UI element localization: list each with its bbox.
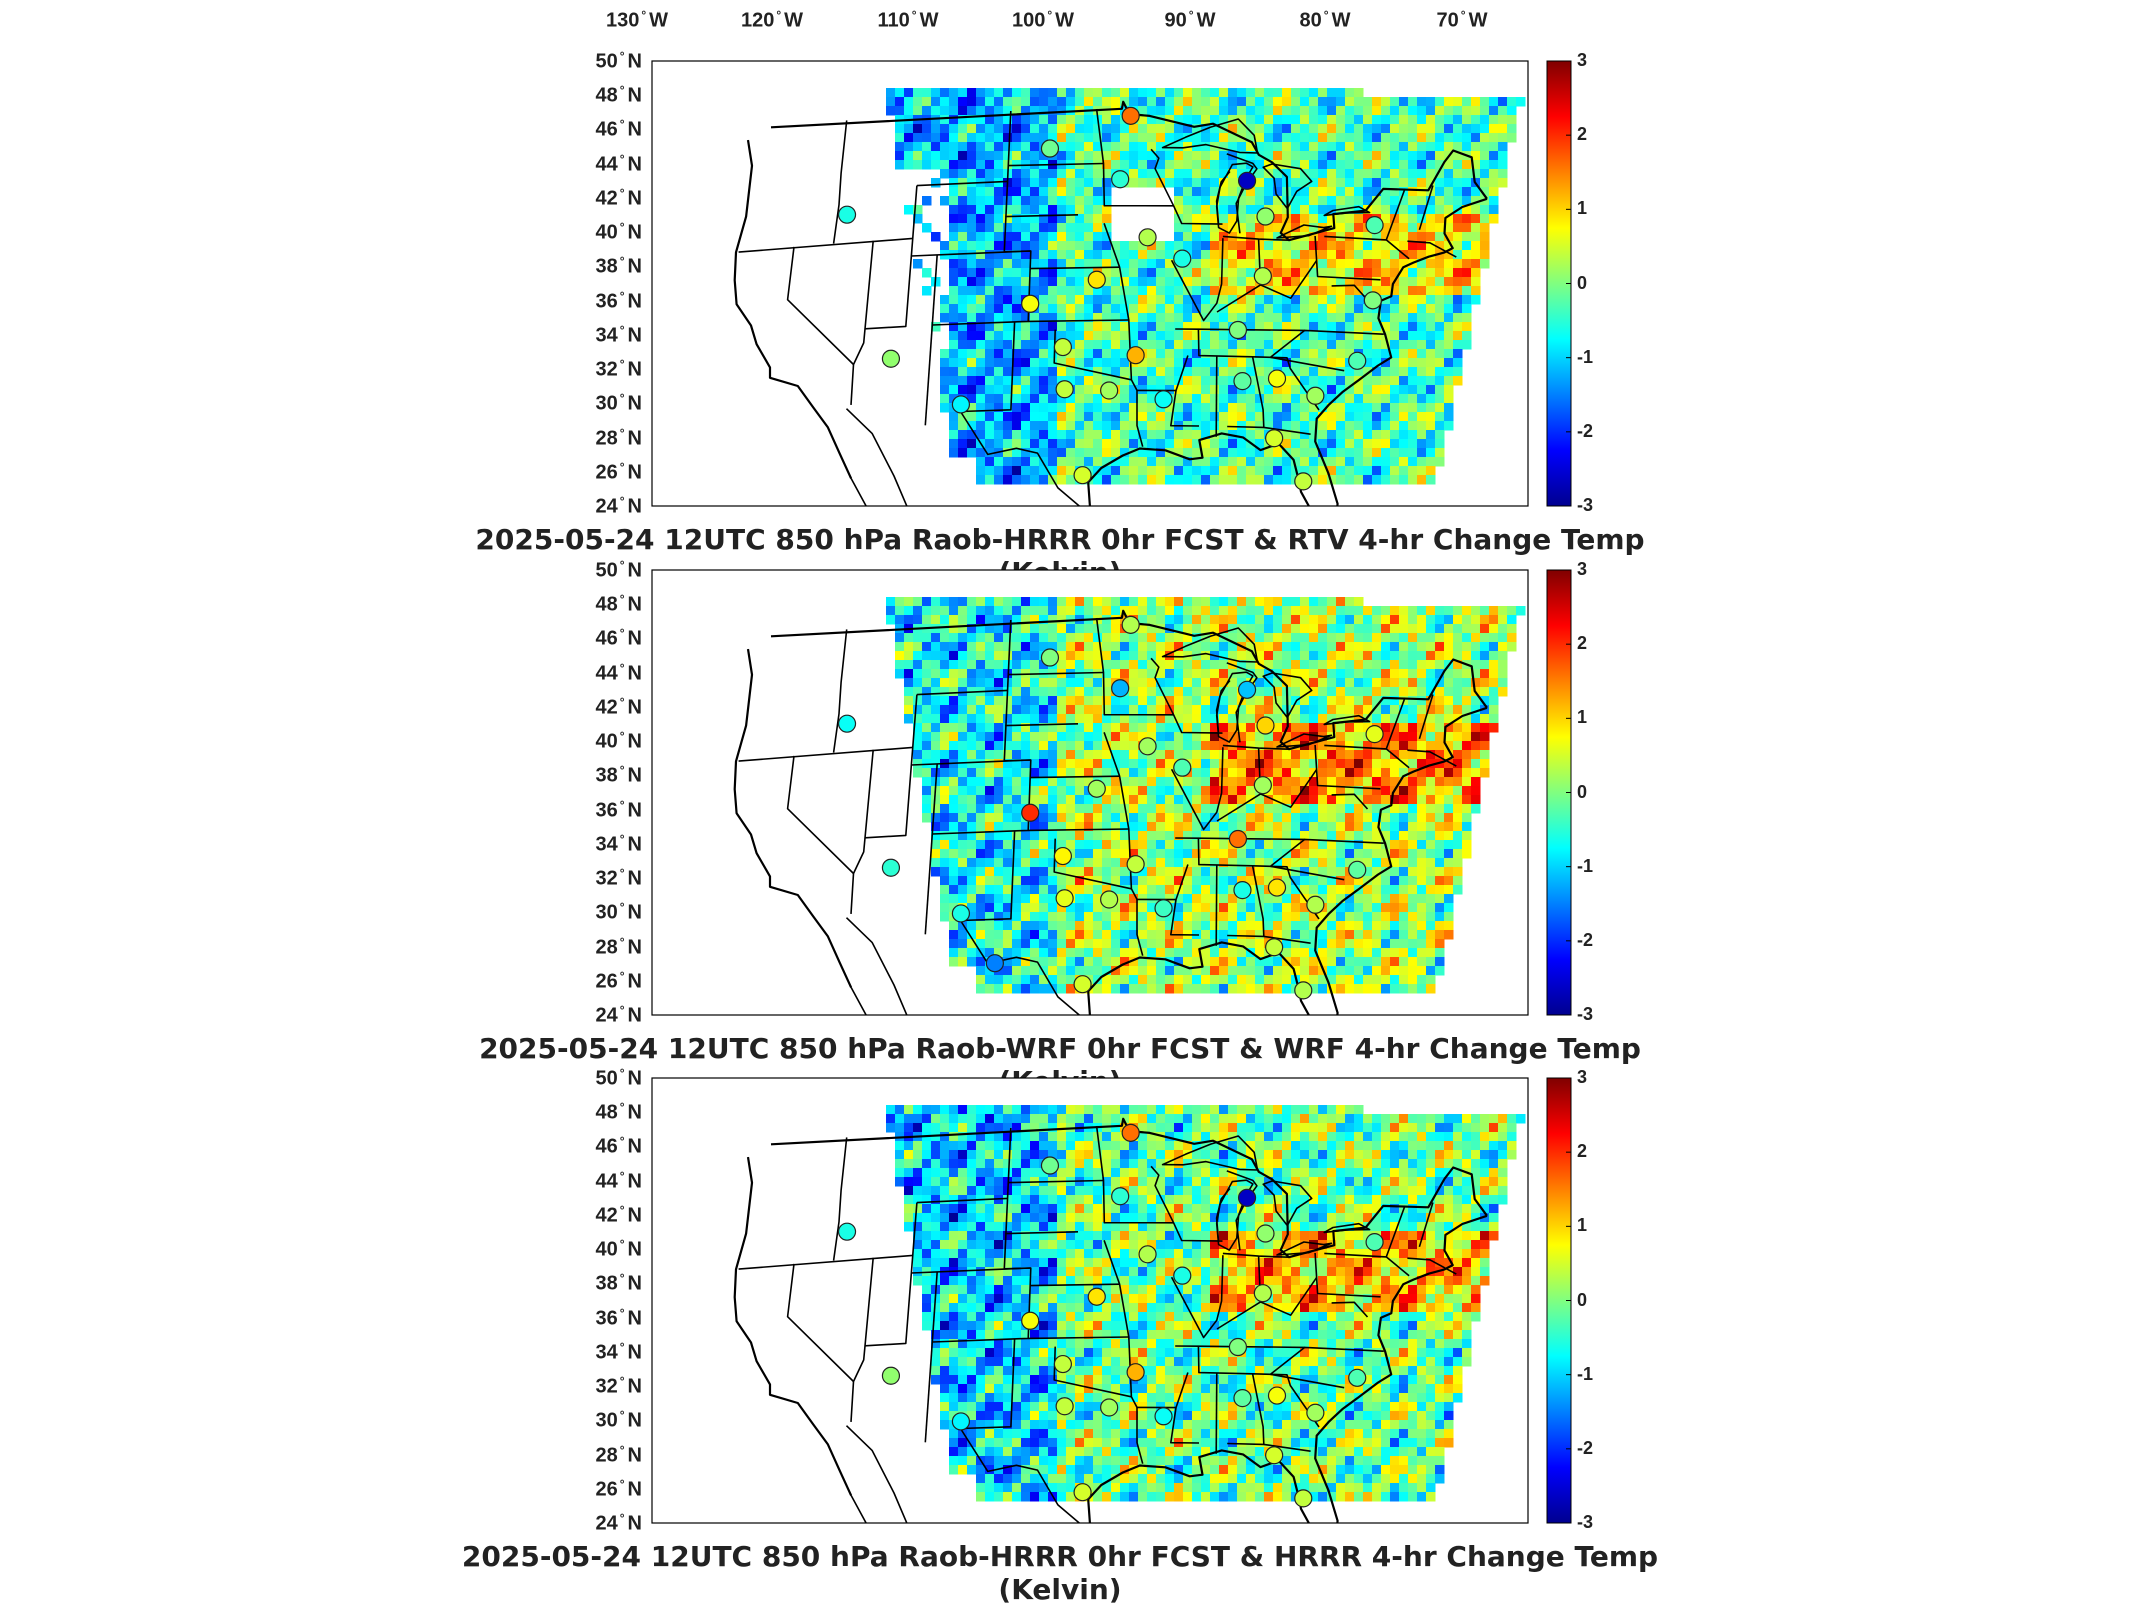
degree-symbol: °	[620, 1408, 625, 1422]
latitude-label: 28°N	[542, 1443, 642, 1468]
raob-station-marker	[1155, 1408, 1172, 1425]
latitude-label: 36°N	[542, 1306, 642, 1331]
degree-symbol: °	[620, 1477, 625, 1491]
latitude-hemisphere: N	[628, 1478, 642, 1500]
latitude-hemisphere: N	[628, 1170, 642, 1192]
latitude-degree: 32	[595, 1376, 617, 1398]
latitude-degree: 34	[595, 1342, 617, 1364]
degree-symbol: °	[620, 1100, 625, 1114]
latitude-label: 40°N	[542, 1237, 642, 1262]
raob-station-marker	[1239, 1189, 1256, 1206]
latitude-label: 42°N	[542, 1203, 642, 1228]
colorbar-tick-label: 2	[1577, 1141, 1587, 1162]
latitude-hemisphere: N	[628, 1102, 642, 1124]
latitude-degree: 28	[595, 1444, 617, 1466]
latitude-degree: 42	[595, 1205, 617, 1227]
raob-station-marker	[839, 1223, 856, 1240]
latitude-degree: 40	[595, 1239, 617, 1261]
latitude-degree: 36	[595, 1307, 617, 1329]
raob-station-marker	[1041, 1157, 1058, 1174]
degree-symbol: °	[620, 1374, 625, 1388]
latitude-label: 30°N	[542, 1408, 642, 1433]
latitude-hemisphere: N	[628, 1513, 642, 1535]
raob-station-marker	[1054, 1356, 1071, 1373]
raob-station-marker	[1112, 1188, 1129, 1205]
latitude-degree: 26	[595, 1478, 617, 1500]
degree-symbol: °	[620, 1443, 625, 1457]
map-content	[652, 1078, 1528, 1563]
latitude-degree: 46	[595, 1136, 617, 1158]
raob-station-marker	[1349, 1369, 1366, 1386]
degree-symbol: °	[620, 1511, 625, 1525]
latitude-hemisphere: N	[628, 1205, 642, 1227]
latitude-degree: 24	[595, 1513, 617, 1535]
latitude-label: 44°N	[542, 1169, 642, 1194]
raob-station-marker	[1122, 1124, 1139, 1141]
latitude-label: 48°N	[542, 1100, 642, 1125]
latitude-hemisphere: N	[628, 1410, 642, 1432]
colorbar-tick-label: -2	[1577, 1438, 1593, 1459]
latitude-degree: 30	[595, 1410, 617, 1432]
latitude-label: 24°N	[542, 1511, 642, 1536]
latitude-label: 34°N	[542, 1340, 642, 1365]
degree-symbol: °	[620, 1340, 625, 1354]
latitude-label: 26°N	[542, 1477, 642, 1502]
raob-station-marker	[952, 1413, 969, 1430]
raob-station-marker	[1056, 1398, 1073, 1415]
raob-station-marker	[1074, 1484, 1091, 1501]
latitude-hemisphere: N	[628, 1376, 642, 1398]
raob-station-marker	[1254, 1285, 1271, 1302]
colorbar-tick-label: -1	[1577, 1364, 1593, 1385]
colorbar-tick-label: 1	[1577, 1215, 1587, 1236]
raob-station-marker	[1295, 1490, 1312, 1507]
panel-title: 2025-05-24 12UTC 850 hPa Raob-HRRR 0hr F…	[430, 1540, 1690, 1606]
raob-station-marker	[1101, 1399, 1118, 1416]
raob-station-marker	[1366, 1234, 1383, 1251]
degree-symbol: °	[620, 1169, 625, 1183]
raob-station-marker	[1229, 1339, 1246, 1356]
raob-station-marker	[1268, 1387, 1285, 1404]
latitude-degree: 50	[595, 1068, 617, 1090]
raob-station-marker	[1174, 1267, 1191, 1284]
latitude-degree: 38	[595, 1273, 617, 1295]
raob-station-marker	[1022, 1312, 1039, 1329]
latitude-hemisphere: N	[628, 1444, 642, 1466]
degree-symbol: °	[620, 1066, 625, 1080]
latitude-hemisphere: N	[628, 1239, 642, 1261]
raob-station-marker	[1257, 1225, 1274, 1242]
raob-station-marker	[1307, 1404, 1324, 1421]
latitude-hemisphere: N	[628, 1136, 642, 1158]
raob-station-marker	[1234, 1390, 1251, 1407]
colorbar-tick-label: 0	[1577, 1290, 1587, 1311]
latitude-degree: 44	[595, 1170, 617, 1192]
degree-symbol: °	[620, 1237, 625, 1251]
raob-station-marker	[1088, 1288, 1105, 1305]
latitude-degree: 48	[595, 1102, 617, 1124]
raob-station-marker	[1139, 1246, 1156, 1263]
colorbar-tick-label: 3	[1577, 1067, 1587, 1088]
latitude-label: 50°N	[542, 1066, 642, 1091]
raob-station-marker	[882, 1367, 899, 1384]
latitude-label: 46°N	[542, 1134, 642, 1159]
colorbar-tick-label: -3	[1577, 1512, 1593, 1533]
temperature-field	[886, 1105, 1526, 1502]
latitude-label: 38°N	[542, 1271, 642, 1296]
latitude-hemisphere: N	[628, 1273, 642, 1295]
degree-symbol: °	[620, 1306, 625, 1320]
raob-station-marker	[1127, 1364, 1144, 1381]
latitude-label: 32°N	[542, 1374, 642, 1399]
latitude-hemisphere: N	[628, 1307, 642, 1329]
degree-symbol: °	[620, 1203, 625, 1217]
latitude-hemisphere: N	[628, 1342, 642, 1364]
degree-symbol: °	[620, 1271, 625, 1285]
latitude-hemisphere: N	[628, 1068, 642, 1090]
degree-symbol: °	[620, 1134, 625, 1148]
raob-station-marker	[1266, 1447, 1283, 1464]
